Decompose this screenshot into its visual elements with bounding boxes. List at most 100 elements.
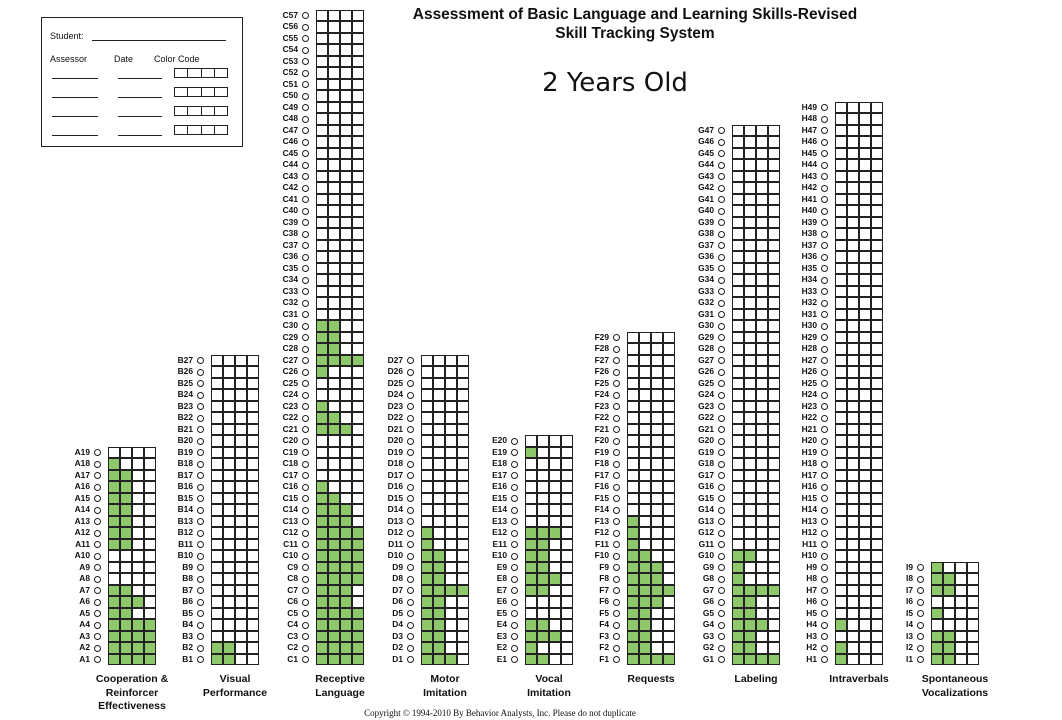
- tracking-cell[interactable]: [744, 343, 756, 355]
- skill-bubble[interactable]: [718, 242, 725, 249]
- tracking-cell[interactable]: [316, 113, 328, 125]
- tracking-cell[interactable]: [744, 607, 756, 619]
- skill-bubble[interactable]: [821, 610, 828, 617]
- tracking-cell[interactable]: [433, 653, 445, 665]
- tracking-cell[interactable]: [847, 124, 859, 136]
- tracking-cell[interactable]: [340, 366, 352, 378]
- skill-bubble[interactable]: [821, 184, 828, 192]
- assessor-field[interactable]: [52, 135, 98, 136]
- skill-bubble[interactable]: [197, 518, 204, 525]
- tracking-cell[interactable]: [943, 584, 955, 596]
- tracking-cell[interactable]: [328, 147, 340, 159]
- tracking-cell[interactable]: [627, 538, 639, 550]
- tracking-cell[interactable]: [316, 159, 328, 171]
- skill-bubble[interactable]: [613, 564, 620, 571]
- skill-bubble[interactable]: [613, 575, 620, 583]
- skill-bubble[interactable]: [821, 230, 828, 238]
- tracking-cell[interactable]: [835, 239, 847, 251]
- skill-bubble[interactable]: [821, 644, 828, 652]
- tracking-cell[interactable]: [316, 274, 328, 286]
- tracking-cell[interactable]: [744, 147, 756, 159]
- tracking-cell[interactable]: [340, 216, 352, 228]
- date-field[interactable]: [118, 78, 162, 79]
- skill-bubble[interactable]: [718, 253, 725, 261]
- tracking-cell[interactable]: [235, 550, 247, 562]
- tracking-cell[interactable]: [223, 550, 235, 562]
- tracking-cell[interactable]: [235, 561, 247, 573]
- tracking-cell[interactable]: [639, 412, 651, 424]
- tracking-cell[interactable]: [744, 205, 756, 217]
- tracking-cell[interactable]: [744, 550, 756, 562]
- tracking-cell[interactable]: [316, 412, 328, 424]
- tracking-cell[interactable]: [328, 354, 340, 366]
- tracking-cell[interactable]: [871, 113, 883, 125]
- tracking-cell[interactable]: [835, 584, 847, 596]
- skill-bubble[interactable]: [718, 552, 725, 560]
- tracking-cell[interactable]: [931, 653, 943, 665]
- tracking-cell[interactable]: [744, 504, 756, 516]
- tracking-cell[interactable]: [732, 619, 744, 631]
- skill-bubble[interactable]: [718, 311, 725, 318]
- tracking-cell[interactable]: [316, 446, 328, 458]
- tracking-cell[interactable]: [651, 423, 663, 435]
- tracking-cell[interactable]: [211, 630, 223, 642]
- tracking-cell[interactable]: [955, 619, 967, 631]
- tracking-cell[interactable]: [352, 44, 364, 56]
- skill-bubble[interactable]: [197, 656, 204, 663]
- tracking-cell[interactable]: [756, 400, 768, 412]
- tracking-cell[interactable]: [967, 642, 979, 654]
- tracking-cell[interactable]: [871, 239, 883, 251]
- skill-bubble[interactable]: [94, 644, 101, 652]
- tracking-cell[interactable]: [732, 630, 744, 642]
- tracking-cell[interactable]: [744, 400, 756, 412]
- skill-bubble[interactable]: [718, 541, 725, 548]
- tracking-cell[interactable]: [235, 354, 247, 366]
- tracking-cell[interactable]: [211, 435, 223, 447]
- tracking-cell[interactable]: [132, 458, 144, 470]
- tracking-cell[interactable]: [328, 538, 340, 550]
- skill-bubble[interactable]: [407, 495, 414, 502]
- skill-bubble[interactable]: [94, 564, 101, 571]
- tracking-cell[interactable]: [835, 389, 847, 401]
- skill-bubble[interactable]: [407, 633, 414, 640]
- skill-bubble[interactable]: [821, 621, 828, 629]
- tracking-cell[interactable]: [108, 538, 120, 550]
- skill-bubble[interactable]: [302, 621, 309, 629]
- tracking-cell[interactable]: [756, 366, 768, 378]
- skill-bubble[interactable]: [407, 587, 414, 594]
- color-code-swatch[interactable]: [174, 106, 228, 116]
- tracking-cell[interactable]: [445, 527, 457, 539]
- tracking-cell[interactable]: [328, 9, 340, 21]
- tracking-cell[interactable]: [235, 446, 247, 458]
- tracking-cell[interactable]: [549, 607, 561, 619]
- tracking-cell[interactable]: [235, 377, 247, 389]
- skill-bubble[interactable]: [407, 518, 414, 525]
- tracking-cell[interactable]: [732, 182, 744, 194]
- skill-bubble[interactable]: [511, 598, 518, 606]
- tracking-cell[interactable]: [421, 584, 433, 596]
- skill-bubble[interactable]: [917, 575, 924, 583]
- tracking-cell[interactable]: [433, 354, 445, 366]
- tracking-cell[interactable]: [627, 619, 639, 631]
- tracking-cell[interactable]: [352, 285, 364, 297]
- tracking-cell[interactable]: [756, 182, 768, 194]
- tracking-cell[interactable]: [433, 538, 445, 550]
- skill-bubble[interactable]: [511, 587, 518, 594]
- tracking-cell[interactable]: [433, 400, 445, 412]
- tracking-cell[interactable]: [756, 435, 768, 447]
- tracking-cell[interactable]: [835, 642, 847, 654]
- tracking-cell[interactable]: [421, 389, 433, 401]
- tracking-cell[interactable]: [732, 147, 744, 159]
- skill-bubble[interactable]: [197, 437, 204, 445]
- tracking-cell[interactable]: [835, 423, 847, 435]
- tracking-cell[interactable]: [352, 331, 364, 343]
- tracking-cell[interactable]: [235, 412, 247, 424]
- skill-bubble[interactable]: [718, 437, 725, 445]
- tracking-cell[interactable]: [955, 630, 967, 642]
- tracking-cell[interactable]: [316, 124, 328, 136]
- tracking-cell[interactable]: [108, 527, 120, 539]
- tracking-cell[interactable]: [211, 377, 223, 389]
- tracking-cell[interactable]: [433, 515, 445, 527]
- tracking-cell[interactable]: [132, 481, 144, 493]
- tracking-cell[interactable]: [328, 607, 340, 619]
